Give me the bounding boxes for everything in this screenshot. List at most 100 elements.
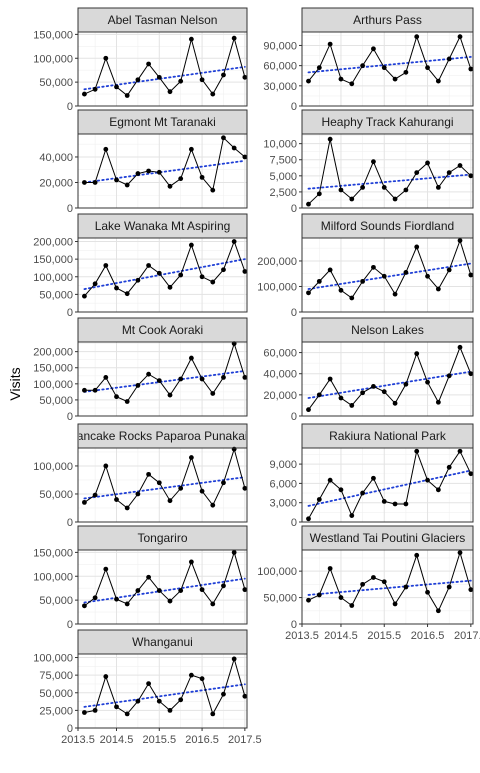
- data-point: [392, 400, 398, 406]
- data-point: [414, 448, 420, 454]
- y-tick-label: 5,000: [269, 171, 297, 183]
- y-tick-label: 0: [67, 411, 73, 423]
- series-line: [84, 657, 246, 716]
- x-tick-label: 2017.5: [228, 734, 262, 746]
- data-point: [188, 36, 194, 42]
- data-point: [425, 160, 430, 166]
- data-point: [135, 77, 141, 83]
- facet-panel: Mt Cook Aoraki 0 50,000 100,000 150,000 200,0…: [33, 317, 248, 423]
- plot-background: [78, 238, 247, 312]
- data-point: [231, 35, 237, 41]
- data-point: [221, 691, 226, 697]
- y-tick-label: 100,000: [257, 566, 297, 578]
- data-point: [435, 185, 441, 190]
- data-point: [338, 287, 344, 293]
- data-point: [425, 589, 430, 595]
- plot-background: [302, 134, 473, 208]
- facet-strip: [77, 7, 248, 33]
- data-point: [242, 374, 248, 380]
- facet-panel: Abel Tasman Nelson 0 50,000 100,000 150,000: [33, 7, 248, 113]
- data-point: [349, 196, 355, 202]
- data-point: [167, 392, 173, 398]
- data-point: [124, 399, 130, 404]
- y-tick-label: 0: [67, 723, 73, 735]
- data-point: [414, 170, 420, 176]
- y-tick-label: 0: [67, 517, 73, 529]
- facet-strip: [301, 423, 474, 449]
- data-point: [146, 263, 151, 268]
- data-point: [135, 588, 141, 593]
- data-point: [338, 595, 344, 600]
- facet-title: Whanganui: [132, 635, 193, 649]
- series-line: [308, 35, 472, 85]
- data-point: [446, 170, 452, 176]
- facet-strip: [301, 317, 474, 343]
- facet-title: Tongariro: [137, 531, 187, 545]
- data-point: [468, 66, 474, 72]
- series-line: [84, 36, 246, 97]
- data-point: [338, 187, 344, 193]
- data-point: [82, 180, 87, 185]
- facet-panel: Tongariro 0 50,000 100,000 150,000: [33, 525, 248, 631]
- data-point: [114, 84, 119, 90]
- data-point: [221, 267, 226, 273]
- trend-line: [307, 262, 472, 290]
- data-point: [360, 581, 366, 587]
- data-point: [178, 78, 184, 84]
- data-point: [156, 698, 162, 704]
- data-point: [210, 391, 216, 396]
- data-point: [199, 587, 205, 593]
- data-point: [103, 146, 109, 152]
- data-point: [188, 455, 194, 460]
- data-point: [103, 674, 109, 679]
- y-tick-label: 10,000: [263, 139, 297, 151]
- data-point: [327, 267, 333, 273]
- data-point: [403, 584, 409, 590]
- data-point: [435, 399, 441, 405]
- panel-border: [301, 341, 474, 417]
- data-point: [103, 374, 109, 380]
- data-point: [221, 374, 226, 380]
- y-tick-label: 0: [291, 411, 297, 423]
- data-point: [338, 395, 344, 401]
- y-tick-label: 50,000: [39, 289, 73, 301]
- x-tick-label: 2016.5: [411, 630, 445, 642]
- data-point: [221, 583, 226, 589]
- data-point: [306, 516, 311, 522]
- data-point: [306, 290, 311, 296]
- data-point: [381, 389, 387, 395]
- data-point: [231, 656, 237, 662]
- data-point: [435, 608, 441, 614]
- plot-background: [302, 342, 473, 416]
- panel-border: [77, 31, 248, 107]
- y-tick-label: 100,000: [33, 53, 73, 65]
- data-point: [167, 598, 173, 604]
- data-point: [156, 378, 162, 384]
- data-point: [306, 597, 311, 603]
- data-point: [338, 487, 344, 493]
- plot-background: [78, 342, 247, 416]
- panel-border: [77, 653, 248, 729]
- data-point: [446, 464, 452, 470]
- data-point: [124, 291, 130, 297]
- panel-border: [77, 447, 248, 523]
- data-point: [156, 480, 162, 486]
- data-point: [231, 549, 237, 555]
- data-point: [414, 34, 420, 40]
- data-point: [435, 286, 441, 292]
- data-point: [392, 196, 398, 202]
- data-point: [425, 65, 430, 71]
- data-point: [124, 711, 130, 717]
- y-tick-label: 0: [291, 203, 297, 215]
- data-point: [167, 284, 173, 290]
- y-tick-label: 75,000: [39, 670, 73, 682]
- y-tick-label: 100,000: [33, 571, 73, 583]
- x-tick-label: 2015.5: [142, 734, 176, 746]
- facet-panel: Whanganui 0 25,000 50,000 75,000 100,000 2013.…: [33, 629, 262, 746]
- data-point: [446, 267, 452, 273]
- y-tick-label: 150,000: [33, 254, 73, 266]
- data-point: [327, 477, 333, 483]
- plot-background: [78, 448, 247, 522]
- trend-line: [83, 683, 246, 708]
